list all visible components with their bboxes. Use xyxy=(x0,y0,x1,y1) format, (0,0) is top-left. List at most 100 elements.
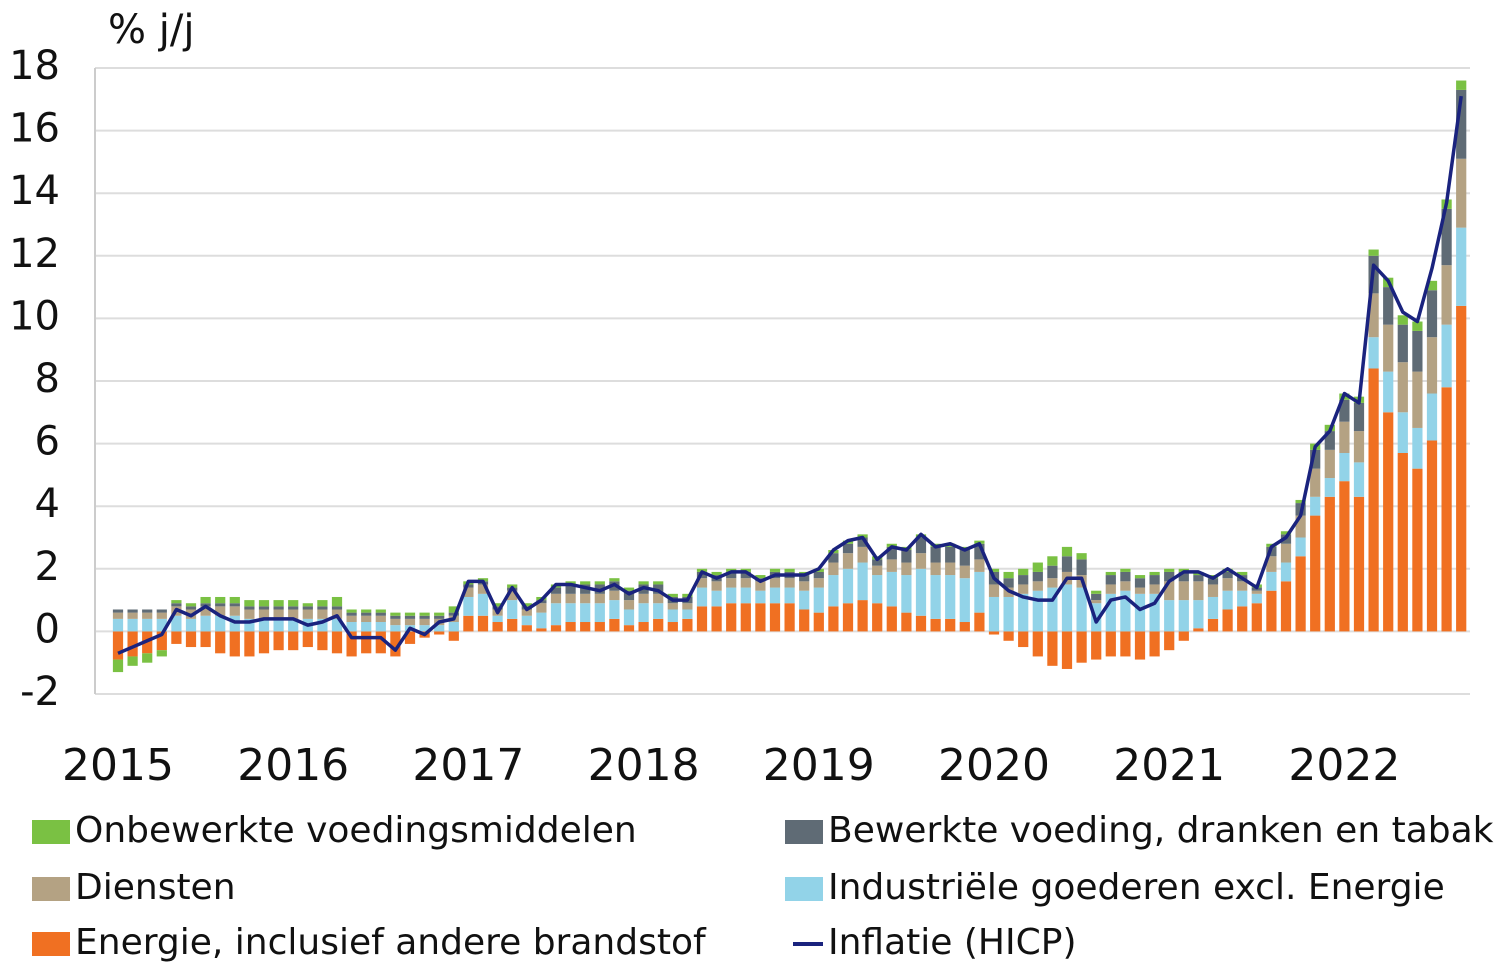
bar-segment xyxy=(477,593,489,616)
bar-segment xyxy=(1178,571,1189,582)
bar-segment xyxy=(448,622,459,632)
bar-segment xyxy=(1061,584,1073,632)
bar-segment xyxy=(1149,584,1160,594)
bar-segment xyxy=(682,618,693,632)
y-tick-label: 14 xyxy=(9,168,60,214)
bar-segment xyxy=(828,553,839,563)
bar-segment xyxy=(127,656,138,666)
bar-segment xyxy=(1120,581,1131,591)
bar-segment xyxy=(1295,556,1306,632)
bar-segment xyxy=(901,550,912,563)
bar-segment xyxy=(1222,609,1233,632)
bar-segment xyxy=(550,603,562,626)
bar-segment xyxy=(988,631,1000,635)
bar-segment xyxy=(842,568,854,604)
bar-segment xyxy=(886,571,897,607)
bar-segment xyxy=(1310,468,1321,497)
bar-segment xyxy=(361,631,372,654)
bar-segment xyxy=(565,593,576,604)
bar-segment xyxy=(492,615,503,623)
x-tick-label: 2016 xyxy=(237,740,349,791)
bar-segment xyxy=(1353,402,1365,432)
bar-segment xyxy=(1134,631,1146,660)
y-axis-label: % j/j xyxy=(108,7,194,53)
bar-segment xyxy=(988,568,1000,572)
bar-segment xyxy=(609,578,620,582)
bar-segment xyxy=(127,609,138,613)
bar-segment xyxy=(112,609,124,613)
bar-segment xyxy=(1266,556,1277,572)
bar-segment xyxy=(974,559,985,572)
bar-segment xyxy=(784,568,795,572)
bar-segment xyxy=(886,559,897,572)
bar-segment xyxy=(784,578,795,588)
bar-segment xyxy=(1368,368,1379,632)
bar-segment xyxy=(171,603,182,607)
bar-segment xyxy=(1134,578,1146,588)
bar-segment xyxy=(1383,287,1394,325)
legend-label: Industriële goederen excl. Energie xyxy=(828,867,1445,908)
bar-segment xyxy=(244,600,255,607)
bar-segment xyxy=(1397,362,1408,413)
bar-segment xyxy=(288,609,299,619)
y-tick-label: 16 xyxy=(9,106,60,152)
bar-segment xyxy=(740,578,751,588)
bar-segment xyxy=(609,590,620,601)
bar-segment xyxy=(594,593,605,604)
bar-segment xyxy=(769,568,781,572)
bar-segment xyxy=(1295,499,1306,504)
bar-segment xyxy=(857,562,868,601)
y-tick-label: 6 xyxy=(35,419,60,465)
bar-segment xyxy=(142,612,153,619)
x-tick-label: 2017 xyxy=(412,740,524,791)
bar-segment xyxy=(1339,399,1350,422)
bar-segment xyxy=(419,625,430,632)
bar-segment xyxy=(112,612,124,619)
bar-segment xyxy=(521,609,532,616)
bar-segment xyxy=(258,606,270,610)
bar-segment xyxy=(1164,600,1175,632)
bar-segment xyxy=(1105,571,1116,576)
bar-segment xyxy=(1456,80,1467,90)
bar-segment xyxy=(1032,581,1043,591)
bar-segment xyxy=(550,625,562,632)
bar-segment xyxy=(1105,631,1116,657)
bar-segment xyxy=(1251,590,1262,594)
bar-segment xyxy=(609,618,620,632)
bar-segment xyxy=(1368,293,1379,338)
bar-segment xyxy=(1047,587,1058,632)
bar-segment xyxy=(1441,208,1452,266)
bar-segment xyxy=(448,631,459,641)
bar-segment xyxy=(302,606,313,610)
bar-segment xyxy=(127,631,138,657)
legend-swatch xyxy=(785,820,823,844)
bar-segment xyxy=(682,593,693,597)
bar-segment xyxy=(784,587,795,604)
bar-segment xyxy=(419,615,430,619)
bar-segment xyxy=(813,587,824,613)
bar-segment xyxy=(1207,578,1219,585)
bar-segment xyxy=(1441,265,1452,325)
bar-segment xyxy=(1456,305,1467,632)
bar-segment xyxy=(711,571,722,576)
legend-label: Inflatie (HICP) xyxy=(828,922,1077,963)
x-tick-label: 2021 xyxy=(1113,740,1225,791)
bar-segment xyxy=(1324,496,1335,632)
bar-segment xyxy=(974,543,985,560)
bar-segment xyxy=(726,587,737,604)
y-tick-label: 18 xyxy=(9,43,60,89)
bar-segment xyxy=(1426,290,1438,338)
bar-segment xyxy=(784,603,795,632)
bar-segment xyxy=(1353,462,1365,497)
bar-segment xyxy=(1237,571,1248,576)
bar-segment xyxy=(507,618,518,632)
bar-segment xyxy=(229,631,240,657)
bar-segment xyxy=(580,603,591,623)
bar-segment xyxy=(609,600,620,619)
x-tick-label: 2015 xyxy=(62,740,174,791)
bar-segment xyxy=(1061,556,1073,572)
bar-segment xyxy=(667,593,678,597)
bar-segment xyxy=(1280,543,1292,563)
bar-segment xyxy=(375,612,386,616)
bar-segment xyxy=(229,596,240,604)
